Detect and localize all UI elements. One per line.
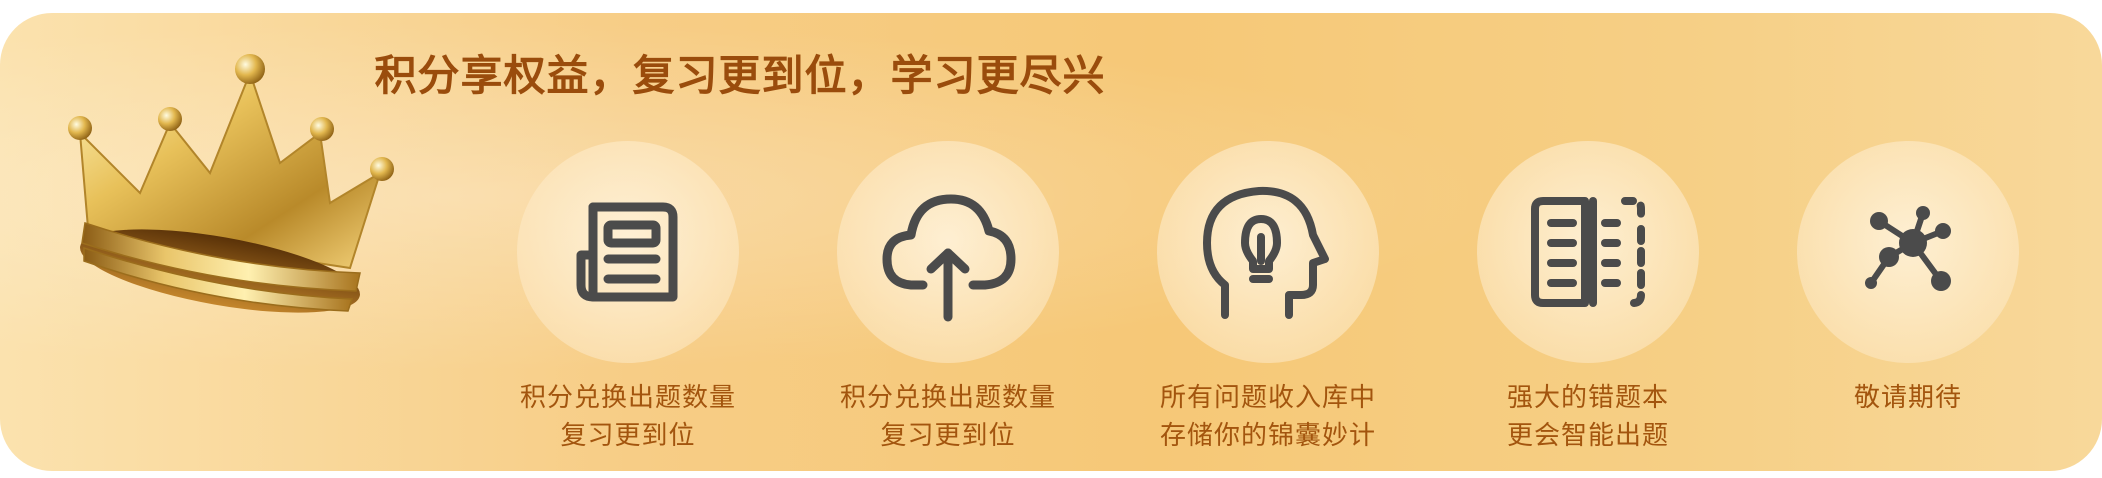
network-nodes-icon xyxy=(1865,206,1951,291)
crown-icon xyxy=(68,54,394,313)
benefit-item-4: 强大的错题本 更会智能出题 xyxy=(1448,141,1728,455)
benefit-icon-circle xyxy=(1157,141,1379,363)
head-lightbulb-icon xyxy=(1203,186,1329,319)
benefit-description: 强大的错题本 更会智能出题 xyxy=(1448,379,1728,455)
benefit-item-2: 积分兑换出题数量 复习更到位 xyxy=(808,141,1088,455)
benefit-line-1: 所有问题收入库中 xyxy=(1159,383,1376,413)
benefit-item-5: 敬请期待 xyxy=(1768,141,2048,417)
cloud-upload-icon xyxy=(882,194,1016,322)
newspaper-icon xyxy=(576,202,678,302)
benefit-item-1: 积分兑换出题数量 复习更到位 xyxy=(488,141,768,455)
benefit-icon-circle xyxy=(1477,141,1699,363)
benefit-icon-circle xyxy=(837,141,1059,363)
benefit-icon-circle xyxy=(517,141,739,363)
benefit-line-2: 存储你的锦囊妙计 xyxy=(1159,421,1376,451)
member-benefits-banner: 积分享权益，复习更到位，学习更尽兴 积分兑换出题数量 复习更到位 xyxy=(0,13,2102,471)
benefit-line-1: 积分兑换出题数量 xyxy=(519,383,736,413)
benefit-icon-circle xyxy=(1797,141,2019,363)
benefit-description: 所有问题收入库中 存储你的锦囊妙计 xyxy=(1128,379,1408,455)
benefit-line-2: 更会智能出题 xyxy=(1506,421,1669,451)
benefit-item-3: 所有问题收入库中 存储你的锦囊妙计 xyxy=(1128,141,1408,455)
benefit-description: 积分兑换出题数量 复习更到位 xyxy=(488,379,768,455)
benefit-line-2: 复习更到位 xyxy=(560,421,696,451)
benefit-line-1: 积分兑换出题数量 xyxy=(839,383,1056,413)
benefit-line-1: 敬请期待 xyxy=(1853,383,1962,413)
headline-title: 积分享权益，复习更到位，学习更尽兴 xyxy=(374,51,1106,100)
benefit-description: 敬请期待 xyxy=(1768,379,2048,417)
benefit-line-2: 复习更到位 xyxy=(880,421,1016,451)
open-book-icon xyxy=(1531,197,1645,307)
benefit-description: 积分兑换出题数量 复习更到位 xyxy=(808,379,1088,455)
benefit-line-1: 强大的错题本 xyxy=(1506,383,1669,413)
